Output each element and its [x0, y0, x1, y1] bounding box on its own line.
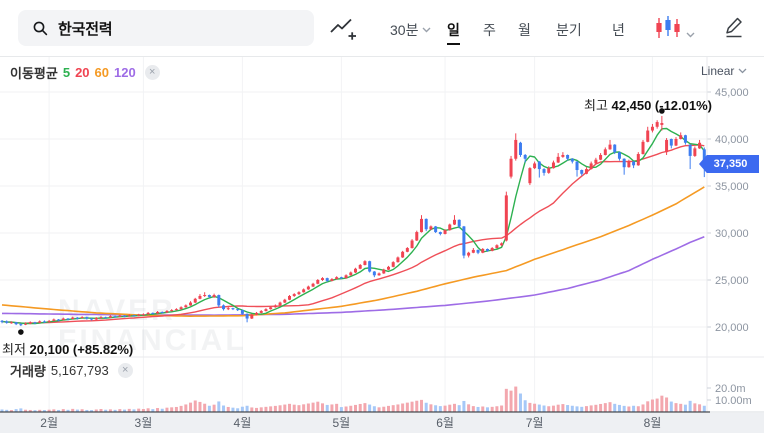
- svg-text:20.0m: 20.0m: [715, 383, 746, 395]
- svg-text:2월: 2월: [40, 416, 58, 430]
- chevron-down-icon[interactable]: [686, 25, 695, 43]
- high-annotation: 최고 42,450 (-12.01%): [584, 95, 712, 114]
- minute-label: 30분: [390, 22, 419, 38]
- svg-text:7월: 7월: [526, 416, 544, 430]
- candles: [0, 115, 706, 327]
- tab-quarter[interactable]: 분기: [556, 22, 582, 38]
- ma60-label: 60: [94, 65, 110, 80]
- ma20-label: 20: [75, 65, 90, 80]
- high-value: 42,450 (-12.01%): [611, 98, 712, 113]
- scale-label: Linear: [701, 64, 735, 78]
- ma-legend-close-icon[interactable]: ×: [144, 65, 160, 80]
- tab-week[interactable]: 주: [483, 22, 496, 38]
- search-value: 한국전력: [58, 20, 113, 38]
- low-annotation: 최저 20,100 (+85.82%): [2, 339, 133, 358]
- volume-legend: 거래량 5,167,793 ×: [10, 361, 133, 380]
- stock-search-input[interactable]: 한국전력: [18, 10, 314, 46]
- svg-text:30,000: 30,000: [715, 228, 749, 240]
- scale-selector[interactable]: Linear: [701, 64, 747, 78]
- tab-month[interactable]: 월: [518, 22, 531, 38]
- toolbar: 한국전력 30분 일 주 월 분기 년: [0, 0, 764, 57]
- svg-text:FINANCIAL: FINANCIAL: [58, 324, 247, 357]
- chart-style-candlestick-icon[interactable]: [655, 15, 681, 45]
- ma-legend-label: 이동평균: [10, 66, 58, 81]
- svg-text:25,000: 25,000: [715, 275, 749, 287]
- volume-bars: [0, 386, 706, 412]
- tab-year[interactable]: 년: [612, 22, 625, 38]
- svg-text:3월: 3월: [135, 416, 153, 430]
- svg-text:35,000: 35,000: [715, 181, 749, 193]
- tab-day[interactable]: 일: [447, 20, 460, 45]
- svg-text:10.00m: 10.00m: [715, 395, 752, 407]
- low-value: 20,100 (+85.82%): [29, 342, 134, 357]
- price-volume-chart[interactable]: 45,00040,00035,00030,00025,00020,000NAVE…: [0, 56, 764, 433]
- volume-value: 5,167,793: [50, 363, 109, 378]
- moving-average-legend: 이동평균 5 20 60 120 ×: [10, 63, 160, 82]
- volume-legend-close-icon[interactable]: ×: [117, 363, 133, 378]
- current-price-badge: 37,350: [699, 155, 759, 173]
- high-prefix: 최고: [584, 98, 608, 113]
- svg-text:5월: 5월: [333, 416, 351, 430]
- ma120-label: 120: [114, 65, 136, 80]
- chevron-down-icon: [738, 68, 747, 74]
- low-prefix: 최저: [2, 342, 26, 357]
- chevron-down-icon: [422, 20, 431, 36]
- compare-chart-icon[interactable]: [329, 16, 357, 47]
- svg-text:8월: 8월: [644, 416, 662, 430]
- svg-text:6월: 6월: [436, 416, 454, 430]
- svg-text:40,000: 40,000: [715, 134, 749, 146]
- search-icon: [33, 21, 48, 35]
- volume-label: 거래량: [10, 364, 46, 379]
- ma5-label: 5: [62, 65, 71, 80]
- svg-text:4월: 4월: [234, 416, 252, 430]
- draw-pencil-icon[interactable]: [724, 16, 744, 44]
- timeframe-minute-dropdown[interactable]: 30분: [390, 20, 431, 40]
- svg-text:45,000: 45,000: [715, 87, 749, 99]
- svg-text:20,000: 20,000: [715, 322, 749, 334]
